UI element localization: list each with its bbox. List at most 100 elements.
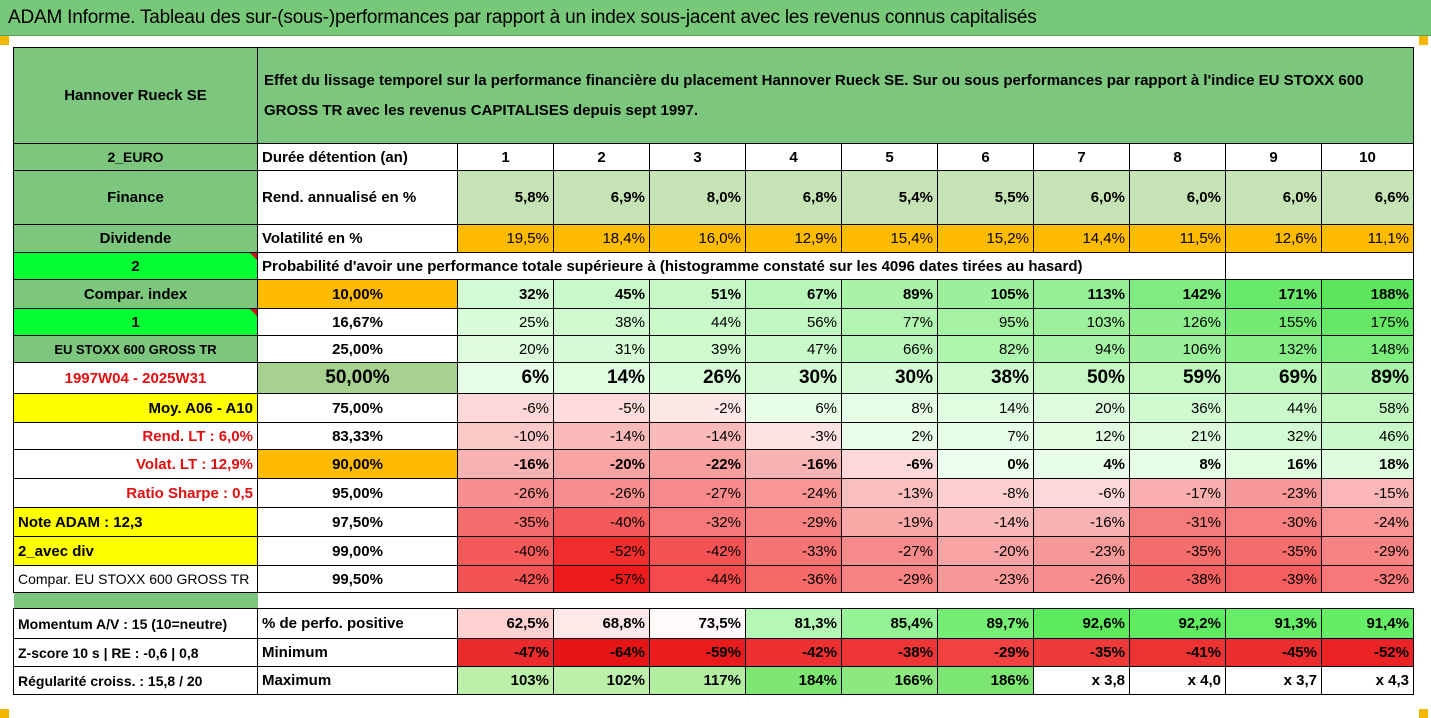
return-value: 5,5% (937, 170, 1034, 225)
positive-label: % de perfo. positive (257, 608, 458, 639)
volatility-value: 12,6% (1225, 224, 1322, 253)
year-header: 9 (1225, 143, 1322, 171)
side-label: Compar. EU STOXX 600 GROSS TR (13, 565, 258, 593)
positive-value: 73,5% (649, 608, 746, 639)
maximum-value: 166% (841, 666, 938, 695)
maximum-value: 186% (937, 666, 1034, 695)
percentile-value: 66% (841, 335, 938, 363)
percentile-value: -2% (649, 393, 746, 423)
percentile-label: 50,00% (257, 362, 458, 394)
returns-row: Finance Rend. annualisé en % 5,8% 6,9% 8,0% 6… (13, 170, 1414, 225)
percentile-value: 69% (1225, 362, 1322, 394)
spacer-cell (13, 592, 258, 609)
return-value: 6,6% (1321, 170, 1414, 225)
percentile-value: 30% (745, 362, 842, 394)
percentile-value: 8% (1129, 449, 1226, 479)
percentile-row: 1 16,67% 25% 38% 44% 56% 77% 95% 103% 126% 155% 175… (13, 308, 1414, 336)
percentile-value: -23% (1033, 536, 1130, 566)
percentile-row: Moy. A06 - A10 75,00% -6% -5% -2% 6% 8% 14% 20% 3… (13, 393, 1414, 423)
return-label: Rend. annualisé en % (257, 170, 458, 225)
percentile-value: -26% (1033, 565, 1130, 593)
percentile-value: 39% (649, 335, 746, 363)
percentile-value: -26% (553, 478, 650, 508)
percentile-value: 82% (937, 335, 1034, 363)
return-value: 6,0% (1129, 170, 1226, 225)
volatility-row: Dividende Volatilité en % 19,5% 18,4% 16,0% 1… (13, 224, 1414, 253)
return-value: 5,8% (457, 170, 554, 225)
percentile-value: 126% (1129, 308, 1226, 336)
percentile-value: -13% (841, 478, 938, 508)
side-label: 1 (13, 308, 258, 336)
percentile-value: -35% (1225, 536, 1322, 566)
return-value: 6,8% (745, 170, 842, 225)
maximum-value: 117% (649, 666, 746, 695)
percentile-row: Note ADAM : 12,3 97,50% -35% -40% -32% -29% -1… (13, 507, 1414, 537)
volatility-value: 12,9% (745, 224, 842, 253)
percentile-value: 51% (649, 279, 746, 309)
duration-label: Durée détention (an) (257, 143, 458, 171)
positive-value: 92,2% (1129, 608, 1226, 639)
title-bar: ADAM Informe. Tableau des sur-(sous-)per… (0, 0, 1431, 36)
return-value: 6,9% (553, 170, 650, 225)
empty-cell (1225, 252, 1414, 280)
percentile-value: 32% (457, 279, 554, 309)
percentile-value: 38% (937, 362, 1034, 394)
side-label: EU STOXX 600 GROSS TR (13, 335, 258, 363)
company-name: Hannover Rueck SE (13, 47, 258, 144)
percentile-label: 16,67% (257, 308, 458, 336)
volatility-value: 11,1% (1321, 224, 1414, 253)
percentile-value: -35% (457, 507, 554, 537)
maximum-label: Maximum (257, 666, 458, 695)
side-label: Volat. LT : 12,9% (13, 449, 258, 479)
regularity-label: Régularité croiss. : 15,8 / 20 (13, 666, 258, 695)
return-value: 5,4% (841, 170, 938, 225)
maximum-value: x 4,0 (1129, 666, 1226, 695)
positive-value: 85,4% (841, 608, 938, 639)
maximum-value: 184% (745, 666, 842, 695)
percentile-value: 77% (841, 308, 938, 336)
percentile-value: -17% (1129, 478, 1226, 508)
percentile-value: 20% (1033, 393, 1130, 423)
percentile-value: -20% (937, 536, 1034, 566)
percentile-value: -10% (457, 422, 554, 450)
probability-label: Probabilité d'avoir une performance tota… (257, 252, 1226, 280)
side-label: Note ADAM : 12,3 (13, 507, 258, 537)
percentile-value: -52% (553, 536, 650, 566)
maximum-value: x 3,7 (1225, 666, 1322, 695)
percentile-value: 94% (1033, 335, 1130, 363)
percentile-value: -3% (745, 422, 842, 450)
percentile-value: -22% (649, 449, 746, 479)
year-header: 1 (457, 143, 554, 171)
volatility-value: 14,4% (1033, 224, 1130, 253)
percentile-value: -36% (745, 565, 842, 593)
percentile-value: 105% (937, 279, 1034, 309)
maximum-value: 103% (457, 666, 554, 695)
percentile-value: 95% (937, 308, 1034, 336)
percentile-value: 50% (1033, 362, 1130, 394)
volatility-value: 15,2% (937, 224, 1034, 253)
percentile-value: 59% (1129, 362, 1226, 394)
probability-row: 2 Probabilité d'avoir une performance tot… (13, 252, 1414, 280)
percentile-value: -42% (649, 536, 746, 566)
percentile-value: 171% (1225, 279, 1322, 309)
percentile-value: 14% (553, 362, 650, 394)
positive-value: 92,6% (1033, 608, 1130, 639)
percentile-value: 31% (553, 335, 650, 363)
percentile-value: -38% (1129, 565, 1226, 593)
side-label: Moy. A06 - A10 (13, 393, 258, 423)
volatility-value: 15,4% (841, 224, 938, 253)
performance-table: Hannover Rueck SE Effet du lissage tempor… (13, 47, 1414, 695)
percentile-value: -40% (553, 507, 650, 537)
side-label: 2_avec div (13, 536, 258, 566)
percentile-label: 99,50% (257, 565, 458, 593)
positive-value: 89,7% (937, 608, 1034, 639)
return-value: 8,0% (649, 170, 746, 225)
percentile-value: -35% (1129, 536, 1226, 566)
percentile-value: -27% (841, 536, 938, 566)
side-label: 2_EURO (13, 143, 258, 171)
momentum-label: Momentum A/V : 15 (10=neutre) (13, 608, 258, 639)
percentile-value: -14% (937, 507, 1034, 537)
side-label: 1997W04 - 2025W31 (13, 362, 258, 394)
percentile-value: 20% (457, 335, 554, 363)
